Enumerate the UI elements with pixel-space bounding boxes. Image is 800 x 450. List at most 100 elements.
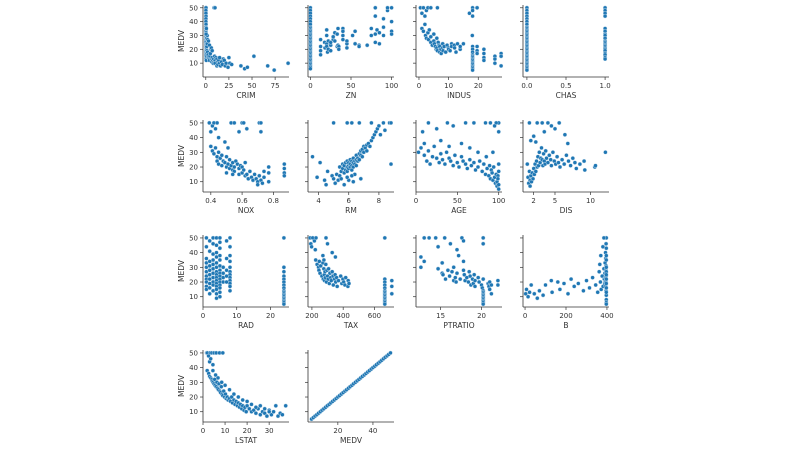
data-point: [232, 120, 237, 126]
data-point: [330, 269, 335, 274]
data-point: [225, 145, 231, 151]
x-tick-label: 15: [436, 312, 445, 320]
data-point: [367, 144, 373, 149]
data-point: [214, 250, 219, 255]
data-point: [229, 394, 234, 400]
data-point: [251, 408, 256, 413]
x-tick-label: 600: [368, 312, 381, 320]
data-point: [438, 138, 443, 143]
data-point: [211, 151, 217, 156]
data-point: [330, 250, 335, 255]
data-point: [440, 272, 446, 277]
data-point: [271, 409, 276, 414]
x-tick-label: 0.8: [268, 197, 279, 205]
data-point: [204, 26, 209, 31]
data-point: [385, 5, 390, 10]
x-axis-label: TAX: [343, 321, 358, 330]
x-tick-label: 20: [243, 427, 252, 435]
data-point: [320, 253, 326, 258]
data-point: [557, 120, 562, 126]
x-tick-label: 0: [204, 82, 208, 90]
panel-chas: 0.0 0.5 1.0 CHAS: [520, 5, 611, 100]
data-point: [565, 141, 570, 146]
data-point: [210, 368, 216, 373]
x-tick-label: 0: [414, 197, 418, 205]
data-point: [554, 154, 560, 159]
x-axis-label: RM: [345, 206, 357, 215]
data-point: [422, 13, 428, 19]
data-point: [427, 161, 433, 167]
data-point: [333, 181, 338, 186]
data-point: [314, 175, 320, 180]
y-tick-label: 30: [189, 264, 198, 272]
data-point: [481, 51, 487, 56]
data-point: [458, 276, 463, 282]
x-tick-label: 0: [201, 312, 205, 320]
data-point: [331, 282, 336, 288]
data-point: [598, 279, 603, 285]
data-point: [557, 287, 563, 292]
x-axis-label: DIS: [560, 206, 573, 215]
data-point: [389, 19, 394, 24]
data-point: [207, 249, 212, 254]
data-point: [318, 48, 323, 53]
data-point: [492, 61, 498, 66]
data-point: [447, 48, 453, 53]
data-point: [313, 257, 318, 263]
y-tick-label: 10: [189, 408, 198, 416]
data-point: [335, 284, 340, 289]
data-point: [224, 256, 229, 261]
data-point: [354, 163, 359, 168]
data-point: [487, 287, 492, 292]
data-point: [376, 123, 382, 129]
data-point: [492, 56, 498, 62]
data-point: [217, 55, 222, 60]
data-point: [467, 273, 473, 279]
data-point: [445, 120, 450, 126]
data-point: [438, 151, 443, 156]
data-point: [540, 293, 546, 298]
data-point: [471, 160, 477, 165]
data-point: [264, 413, 270, 419]
data-point: [572, 160, 578, 165]
data-point: [357, 120, 362, 126]
data-point: [461, 41, 466, 46]
data-point: [208, 356, 213, 361]
data-point: [453, 49, 459, 55]
x-tick-label: 100: [385, 82, 398, 90]
data-point: [445, 268, 451, 273]
data-point: [373, 13, 378, 19]
data-point: [253, 405, 259, 410]
data-point: [419, 11, 425, 16]
data-point: [217, 290, 223, 295]
data-point: [204, 256, 209, 261]
data-point: [236, 129, 242, 134]
data-point: [540, 120, 545, 126]
data-point: [576, 281, 581, 286]
data-point: [328, 48, 333, 53]
data-point: [440, 260, 445, 266]
y-tick-label: 20: [189, 46, 198, 54]
data-point: [428, 34, 433, 39]
data-point: [282, 173, 287, 178]
y-axis-label: MEDV: [177, 29, 186, 52]
data-point: [323, 262, 328, 267]
data-point: [495, 176, 501, 181]
data-point: [455, 160, 460, 165]
data-point: [352, 29, 358, 34]
data-point: [455, 41, 460, 46]
data-point: [280, 412, 285, 417]
data-point: [214, 243, 219, 248]
data-point: [557, 164, 563, 170]
x-tick-label: 25: [224, 82, 233, 90]
data-point: [356, 44, 362, 49]
data-point: [253, 411, 259, 416]
data-point: [328, 40, 333, 45]
data-point: [420, 129, 425, 134]
x-tick-label: 0.4: [205, 197, 217, 205]
data-point: [224, 154, 229, 159]
data-point: [377, 30, 382, 35]
data-point: [529, 282, 534, 288]
data-point: [593, 282, 598, 288]
data-point: [335, 26, 341, 31]
